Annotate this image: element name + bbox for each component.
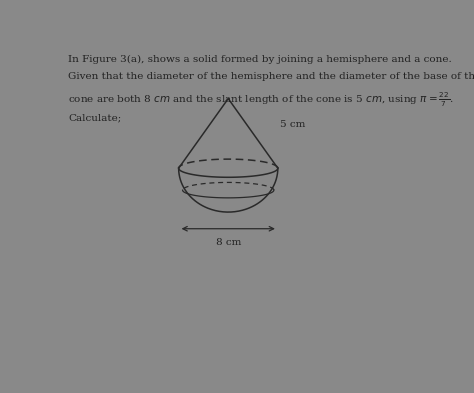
Text: 8 cm: 8 cm [216,239,241,248]
Text: Given that the diameter of the hemisphere and the diameter of the base of the: Given that the diameter of the hemispher… [68,72,474,81]
Text: Calculate;: Calculate; [68,114,122,123]
Text: cone are both 8 $cm$ and the slant length of the cone is 5 $cm$, using $\pi=\fra: cone are both 8 $cm$ and the slant lengt… [68,90,454,108]
Text: 5 cm: 5 cm [280,120,305,129]
Text: In Figure 3(a), shows a solid formed by joining a hemisphere and a cone.: In Figure 3(a), shows a solid formed by … [68,55,452,64]
